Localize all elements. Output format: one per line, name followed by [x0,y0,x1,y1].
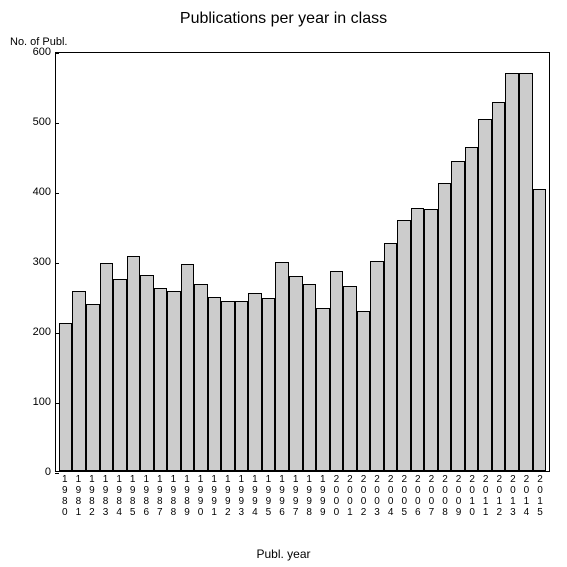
bar [235,301,249,471]
x-tick-label: 2009 [452,474,466,518]
bar [221,301,235,471]
bar [411,208,425,471]
y-tick-label: 100 [33,396,51,408]
y-tick-mark [55,333,59,334]
x-tick-label: 1981 [72,474,86,518]
y-tick-label: 0 [45,466,51,478]
x-tick-label: 1995 [262,474,276,518]
x-tick-label: 1999 [316,474,330,518]
bar [303,284,317,471]
x-tick-label: 2013 [506,474,520,518]
x-ticks: 1980198119821983198419851986198719881989… [55,474,550,518]
bar [424,209,438,471]
x-tick-label: 1991 [207,474,221,518]
x-tick-label: 1984 [112,474,126,518]
x-tick-label: 2011 [479,474,493,518]
x-tick-label: 1985 [126,474,140,518]
x-tick-label: 1997 [289,474,303,518]
x-tick-label: 2010 [465,474,479,518]
bar [451,161,465,471]
x-tick-label: 2012 [493,474,507,518]
x-tick-label: 2003 [370,474,384,518]
bar [289,276,303,471]
x-tick-label: 2000 [330,474,344,518]
x-tick-label: 2004 [384,474,398,518]
x-tick-label: 1998 [302,474,316,518]
x-tick-label: 1994 [248,474,262,518]
x-tick-label: 1996 [275,474,289,518]
x-tick-label: 1983 [99,474,113,518]
x-tick-label: 1988 [167,474,181,518]
y-tick-mark [55,263,59,264]
x-tick-label: 2001 [343,474,357,518]
bar [59,323,73,471]
y-tick-label: 500 [33,116,51,128]
y-tick-label: 300 [33,256,51,268]
bar [465,147,479,471]
x-tick-label: 2007 [425,474,439,518]
x-tick-label: 1982 [85,474,99,518]
chart-title: Publications per year in class [0,10,567,28]
bar [370,261,384,471]
bar [438,183,452,471]
y-tick-mark [55,123,59,124]
x-tick-label: 1990 [194,474,208,518]
x-tick-label: 2008 [438,474,452,518]
x-tick-label: 2014 [520,474,534,518]
bar [478,119,492,471]
bar [181,264,195,471]
bar [194,284,208,471]
x-tick-label: 1986 [139,474,153,518]
bar [275,262,289,471]
bar [343,286,357,471]
bar [86,304,100,471]
y-tick-label: 200 [33,326,51,338]
plot-area [55,52,550,472]
x-tick-label: 2006 [411,474,425,518]
bar [397,220,411,471]
y-tick-mark [55,403,59,404]
bar [127,256,141,471]
bar [140,275,154,471]
bar [519,73,533,471]
x-tick-label: 1989 [180,474,194,518]
bar [72,291,86,471]
bar [100,263,114,471]
bar [505,73,519,471]
x-axis-label: Publ. year [0,547,567,561]
bar [384,243,398,472]
x-tick-label: 1980 [58,474,72,518]
x-tick-label: 2002 [357,474,371,518]
x-tick-label: 2015 [533,474,547,518]
x-tick-label: 1993 [235,474,249,518]
bar [357,311,371,471]
x-tick-label: 2005 [397,474,411,518]
bar [492,102,506,471]
y-tick-label: 600 [33,46,51,58]
bar [330,271,344,471]
bar [113,279,127,471]
bar [316,308,330,471]
bar [167,291,181,471]
chart-container: Publications per year in class No. of Pu… [0,0,567,567]
y-tick-label: 400 [33,186,51,198]
bars-group [56,53,549,471]
bar [262,298,276,471]
x-tick-label: 1992 [221,474,235,518]
bar [208,297,222,471]
x-tick-label: 1987 [153,474,167,518]
bar [533,189,547,471]
y-tick-mark [55,193,59,194]
bar [248,293,262,471]
bar [154,288,168,471]
y-tick-mark [55,53,59,54]
